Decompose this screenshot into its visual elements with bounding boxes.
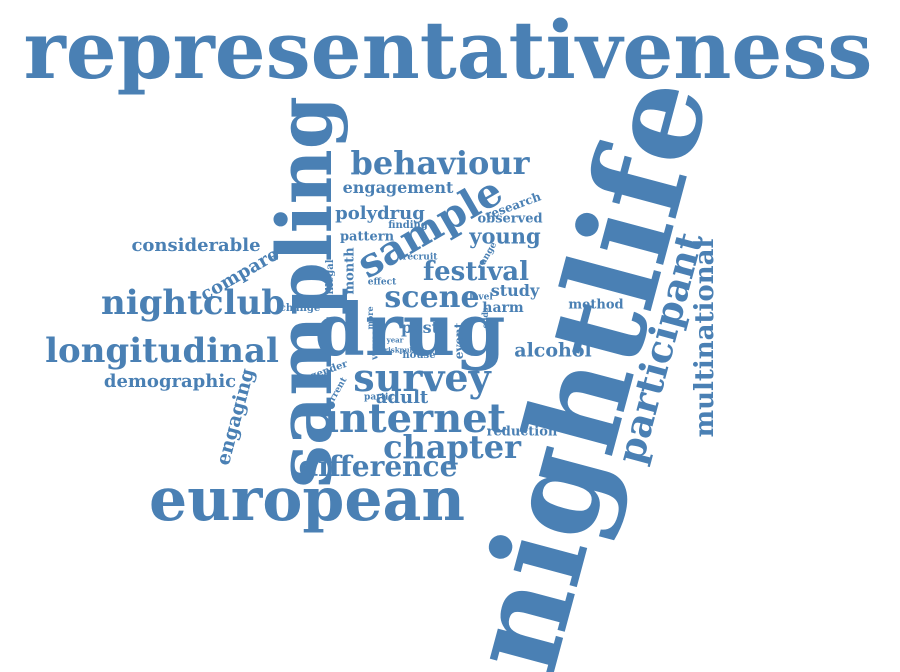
word-past: past [401, 320, 439, 336]
word-behaviour: behaviour [351, 147, 530, 179]
word-more: more [366, 306, 374, 329]
word-finding: finding [388, 221, 428, 231]
word-nightclub: nightclub [101, 286, 285, 320]
word-young: young [469, 226, 540, 247]
word-year: year [387, 337, 404, 344]
word-longitudinal: longitudinal [45, 334, 279, 368]
word-european: european [149, 470, 465, 530]
word-alcohol: alcohol [514, 342, 591, 361]
word-method: method [568, 299, 623, 312]
word-risk: risk [384, 347, 399, 354]
word-demographic: demographic [104, 373, 236, 391]
word-odds: odds [481, 307, 489, 328]
word-representativeness: representativeness [24, 10, 873, 90]
word-multinational: multinational [692, 239, 718, 438]
word-event: event [453, 323, 465, 360]
word-considerable: considerable [131, 237, 260, 255]
word-pattern: pattern [340, 231, 394, 244]
word-engagement: engagement [343, 180, 454, 196]
